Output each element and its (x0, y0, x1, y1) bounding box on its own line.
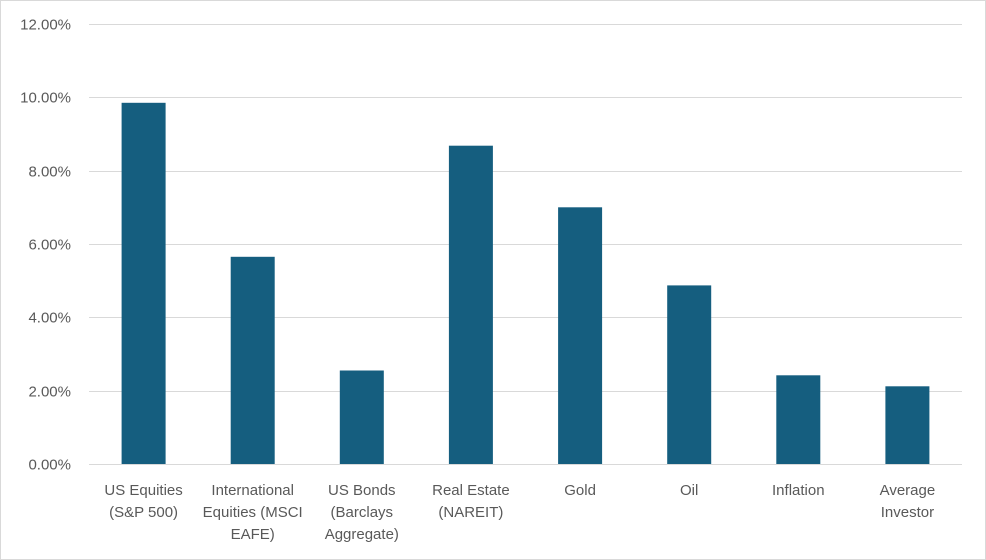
x-category-label: US Bonds (Barclays Aggregate) (325, 482, 399, 543)
gridlines (89, 24, 962, 392)
x-category-label: Average Investor (880, 482, 936, 521)
bar (448, 145, 493, 464)
bar (885, 386, 930, 464)
x-category-label: Real Estate (NAREIT) (432, 482, 510, 521)
bar (339, 370, 384, 464)
bar (230, 256, 275, 464)
x-category-label: Oil (680, 482, 698, 499)
bar (667, 285, 712, 464)
y-tick-label: 10.00% (20, 90, 71, 107)
x-category-label: Gold (564, 482, 596, 499)
y-tick-label: 4.00% (28, 310, 71, 327)
bars (121, 102, 930, 465)
x-category-label: Inflation (772, 482, 825, 499)
y-tick-label: 8.00% (28, 164, 71, 181)
bar (558, 207, 603, 465)
bar (121, 102, 166, 465)
x-axis-category-labels: US Equities (S&P 500) International Equitie… (104, 482, 935, 543)
y-tick-label: 2.00% (28, 384, 71, 401)
y-axis-tick-labels: 0.00% 2.00% 4.00% 6.00% 8.00% 10.00% 12.00% (20, 17, 71, 474)
y-tick-label: 0.00% (28, 457, 71, 474)
x-category-label: International Equities (MSCI EAFE) (203, 482, 303, 543)
bar (776, 375, 821, 464)
y-tick-label: 6.00% (28, 237, 71, 254)
x-category-label: US Equities (S&P 500) (104, 482, 182, 521)
y-tick-label: 12.00% (20, 17, 71, 34)
